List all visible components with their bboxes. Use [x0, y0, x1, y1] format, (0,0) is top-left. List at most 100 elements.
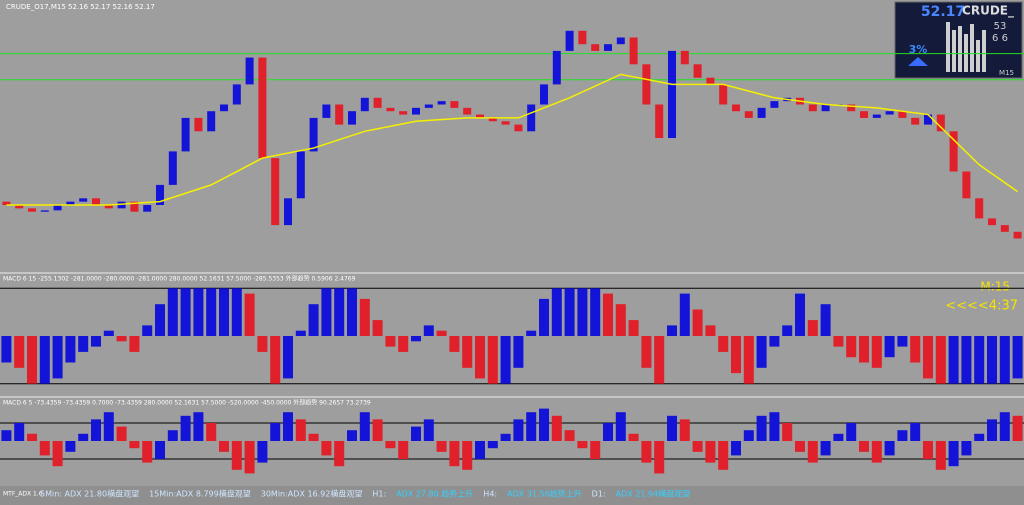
- histogram-bar: [948, 441, 959, 467]
- widget-price: 52.17: [921, 4, 965, 20]
- histogram-bar: [219, 441, 229, 452]
- widget-percent: 3%: [909, 43, 928, 56]
- candle: [629, 37, 638, 65]
- candle: [821, 104, 830, 112]
- histogram-bar: [244, 441, 255, 474]
- candle: [680, 50, 689, 65]
- histogram-bar: [743, 336, 754, 384]
- status-text: H1:: [372, 490, 386, 499]
- histogram-bar: [475, 336, 485, 379]
- widget-n1: 53: [994, 21, 1007, 32]
- candle: [360, 97, 369, 112]
- histogram-bar: [423, 419, 434, 441]
- histogram-bar: [487, 336, 498, 384]
- histogram-bar: [910, 336, 921, 363]
- candle: [668, 50, 676, 138]
- histogram-bar: [884, 336, 895, 358]
- histogram-bar: [564, 430, 575, 441]
- histogram-bar: [398, 441, 409, 459]
- histogram-bar: [500, 433, 511, 441]
- candle: [181, 117, 190, 152]
- candle: [2, 201, 11, 205]
- candle: [220, 104, 228, 112]
- histogram-bar: [206, 288, 217, 336]
- histogram-bar: [308, 304, 319, 336]
- histogram-bar: [731, 336, 741, 374]
- histogram-bar: [14, 423, 25, 441]
- histogram-bar: [871, 336, 882, 368]
- candle: [258, 57, 267, 159]
- histogram-bar: [526, 330, 537, 336]
- histogram-bar: [935, 441, 946, 470]
- histogram-bar: [385, 441, 396, 449]
- histogram-bar: [679, 419, 690, 441]
- candle: [79, 198, 88, 202]
- histogram-bar: [935, 336, 946, 384]
- candle: [450, 101, 459, 108]
- histogram-bar: [820, 304, 831, 336]
- histogram-bar: [27, 336, 37, 384]
- histogram-bar: [411, 426, 421, 441]
- histogram-bar: [974, 336, 985, 384]
- histogram-bar: [411, 336, 421, 342]
- histogram-bar: [206, 423, 217, 441]
- histogram-bar: [641, 441, 652, 463]
- histogram-bar: [795, 441, 805, 452]
- histogram-bar: [39, 441, 50, 456]
- histogram-bar: [180, 288, 191, 336]
- histogram-bar: [231, 288, 242, 336]
- timeframe: M:15: [980, 280, 1010, 294]
- histogram-bar: [385, 336, 396, 347]
- histogram-bar: [359, 298, 370, 336]
- histogram-bar: [116, 336, 127, 342]
- histogram-bar: [372, 419, 383, 441]
- candle: [322, 104, 331, 118]
- histogram-bar: [897, 430, 908, 441]
- candle: [335, 104, 344, 125]
- status-text: 15Min:ADX 8.799横盘观望: [149, 489, 251, 499]
- candle: [92, 198, 100, 205]
- countdown: <<<<4:37: [945, 299, 1018, 314]
- candle: [373, 97, 382, 108]
- histogram-bar: [987, 419, 997, 441]
- histogram-bar: [14, 336, 25, 368]
- histogram-bar: [551, 415, 562, 441]
- candle: [194, 117, 203, 132]
- candle: [924, 114, 932, 125]
- histogram-bar: [449, 336, 460, 352]
- candle: [885, 111, 894, 115]
- histogram-bar: [308, 433, 319, 441]
- histogram-bar: [782, 325, 793, 336]
- candle: [770, 101, 779, 108]
- status-text: D1:: [592, 490, 606, 499]
- histogram-bar: [628, 320, 639, 336]
- status-text: ADX 27.80 趋势上升: [396, 489, 473, 499]
- status-text: 5Min: ADX 21.80横盘观望: [40, 489, 139, 499]
- histogram-bar: [372, 320, 383, 336]
- histogram-bar: [244, 293, 255, 336]
- histogram-bar: [257, 336, 268, 352]
- histogram-bar: [193, 288, 204, 336]
- widget: 52.17 CRUDE_ 3% 53 6 6 M15: [894, 1, 1023, 79]
- candle: [898, 111, 907, 118]
- histogram-bar: [1012, 415, 1023, 441]
- histogram-bar: [948, 336, 959, 384]
- histogram-bar: [39, 336, 50, 384]
- histogram-bar: [974, 433, 985, 441]
- status-text: 30Min:ADX 16.92横盘观望: [261, 489, 363, 499]
- histogram-bar: [577, 441, 588, 449]
- histogram-bar: [526, 412, 537, 441]
- candle: [348, 111, 356, 125]
- histogram-bar: [743, 430, 754, 441]
- histogram-bar: [283, 336, 293, 379]
- histogram-bar: [65, 336, 76, 363]
- histogram-bar: [283, 412, 293, 441]
- candle: [936, 114, 945, 132]
- histogram-bar: [270, 423, 281, 441]
- histogram-bar: [603, 423, 613, 441]
- histogram-bar: [1, 336, 12, 363]
- histogram-bar: [129, 336, 140, 352]
- histogram-bar: [590, 288, 601, 336]
- histogram-bar: [999, 336, 1010, 384]
